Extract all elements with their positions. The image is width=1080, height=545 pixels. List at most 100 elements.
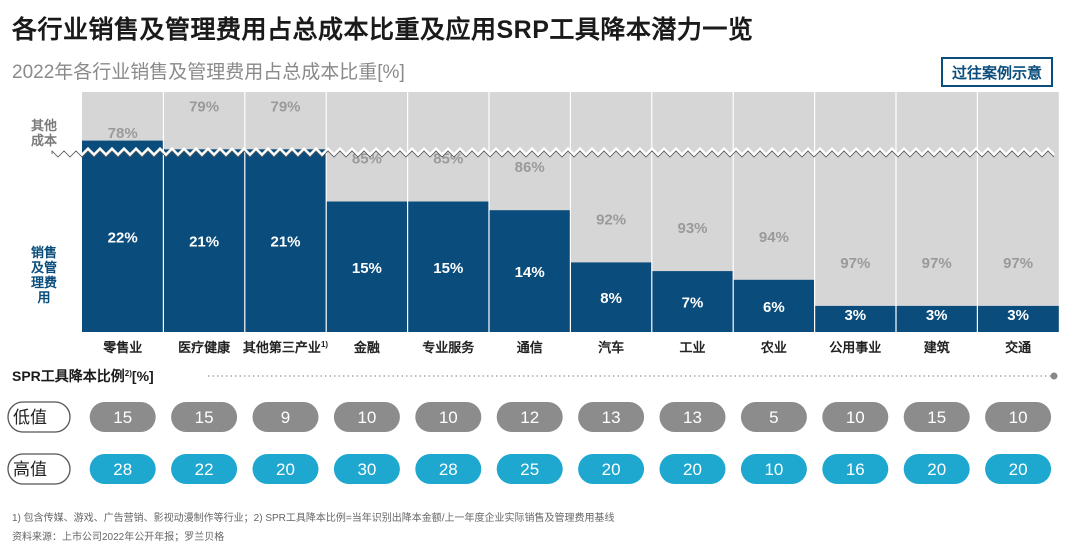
high-row-label-box xyxy=(7,453,71,485)
high-value: 20 xyxy=(683,460,702,479)
band-label-sales: 用 xyxy=(36,290,50,305)
high-value-pill xyxy=(903,454,970,484)
bar-value-label: 3% xyxy=(926,307,948,324)
category-label: 通信 xyxy=(517,340,543,355)
high-value-pill xyxy=(985,454,1052,484)
bar-value-label: 8% xyxy=(600,290,622,307)
other-value-label: 93% xyxy=(677,220,707,237)
bar-sales-11 xyxy=(977,305,1059,332)
past-cases-button[interactable]: 过往案例示意 xyxy=(941,57,1053,87)
bar-sales-7 xyxy=(651,271,734,332)
other-value-label: 79% xyxy=(189,98,219,115)
low-value: 10 xyxy=(1009,408,1028,427)
low-value-pill xyxy=(252,402,319,432)
high-value-pill xyxy=(415,454,482,484)
other-value-label: 92% xyxy=(596,211,626,228)
category-label: 农业 xyxy=(760,340,787,355)
page-title: 各行业销售及管理费用占总成本比重及应用SRP工具降本潜力一览 xyxy=(12,16,754,44)
high-value: 20 xyxy=(1009,460,1028,479)
low-value: 5 xyxy=(769,408,778,427)
category-label: 其他第三产业1) xyxy=(243,340,328,355)
high-value: 28 xyxy=(439,460,458,479)
bar-sales-8 xyxy=(733,279,815,332)
category-label: 建筑 xyxy=(924,340,950,355)
high-value: 16 xyxy=(846,460,865,479)
low-value: 10 xyxy=(357,408,376,427)
low-value-pill xyxy=(903,402,970,432)
low-value-pill xyxy=(496,402,563,432)
bar-sales-4 xyxy=(407,201,489,332)
low-value: 12 xyxy=(520,408,539,427)
high-value: 20 xyxy=(602,460,621,479)
bar-value-label: 15% xyxy=(352,260,382,277)
srp-section-title: SPR工具降本比例2)[%] xyxy=(12,368,154,384)
other-value-label: 79% xyxy=(270,98,300,115)
band-label-other: 其他 xyxy=(31,118,57,133)
bar-value-label: 21% xyxy=(270,234,300,251)
high-value: 22 xyxy=(195,460,214,479)
other-value-label: 78% xyxy=(108,125,138,142)
bar-sales-0 xyxy=(82,140,164,332)
low-value-pill xyxy=(415,402,482,432)
high-value-pill xyxy=(578,454,645,484)
high-value-pill xyxy=(496,454,563,484)
category-label: 汽车 xyxy=(598,340,624,355)
high-value-pill xyxy=(659,454,726,484)
bar-value-label: 21% xyxy=(189,234,219,251)
category-label: 公用事业 xyxy=(829,340,881,355)
chart-subtitle: 2022年各行业销售及管理费用占总成本比重[%] xyxy=(12,62,405,83)
low-value-pill xyxy=(985,402,1052,432)
band-label-other: 成本 xyxy=(31,133,57,148)
category-label: 工业 xyxy=(679,340,705,355)
low-value-pill xyxy=(740,402,807,432)
category-label: 零售业 xyxy=(102,340,142,355)
high-value-pill xyxy=(822,454,889,484)
other-value-label: 97% xyxy=(840,255,870,272)
low-value: 15 xyxy=(927,408,946,427)
low-value: 15 xyxy=(113,408,132,427)
bar-value-label: 15% xyxy=(433,260,463,277)
low-value-pill xyxy=(822,402,889,432)
high-value-pill xyxy=(171,454,238,484)
low-value-pill xyxy=(659,402,726,432)
srp-leader-dot xyxy=(1050,372,1058,380)
footnote: 1) 包含传媒、游戏、广告营销、影视动漫制作等行业；2) SPR工具降本比例=当… xyxy=(12,513,615,524)
low-value-pill xyxy=(333,402,400,432)
category-label: 医疗健康 xyxy=(178,340,231,355)
bar-value-label: 3% xyxy=(1007,307,1029,324)
bar-sales-6 xyxy=(570,262,652,332)
bar-sales-1 xyxy=(163,149,245,332)
low-value: 10 xyxy=(439,408,458,427)
high-value: 25 xyxy=(520,460,539,479)
axis-break xyxy=(50,145,1056,158)
bar-value-label: 7% xyxy=(682,295,704,312)
chart-canvas: 22%78%21%79%21%79%15%85%15%85%14%86%8%92… xyxy=(7,92,1059,485)
low-value-pill xyxy=(171,402,238,432)
high-value: 10 xyxy=(764,460,783,479)
high-value-pill xyxy=(333,454,400,484)
other-value-label: 94% xyxy=(759,229,789,246)
low-value: 10 xyxy=(846,408,865,427)
low-row-label: 低值 xyxy=(13,408,47,427)
category-label: 专业服务 xyxy=(422,340,475,355)
low-row-label-box xyxy=(7,401,71,433)
bar-sales-5 xyxy=(489,210,571,332)
other-value-label: 97% xyxy=(1003,255,1033,272)
high-value: 30 xyxy=(357,460,376,479)
low-value-pill xyxy=(89,402,156,432)
band-label-sales: 销售 xyxy=(31,245,57,260)
bar-value-label: 3% xyxy=(844,307,866,324)
low-value: 9 xyxy=(281,408,290,427)
category-label: 金融 xyxy=(353,340,380,355)
other-value-label: 97% xyxy=(922,255,952,272)
high-value-pill xyxy=(252,454,319,484)
high-value-pill xyxy=(89,454,156,484)
axis-break-line xyxy=(51,150,1055,158)
bar-value-label: 6% xyxy=(763,299,785,316)
other-value-label: 86% xyxy=(515,159,545,176)
bar-sales-3 xyxy=(326,201,408,332)
high-value: 28 xyxy=(113,460,132,479)
low-value-pill xyxy=(578,402,645,432)
source-note: 资料来源：上市公司2022年公开年报；罗兰贝格 xyxy=(12,532,225,543)
bar-sales-2 xyxy=(244,149,327,332)
